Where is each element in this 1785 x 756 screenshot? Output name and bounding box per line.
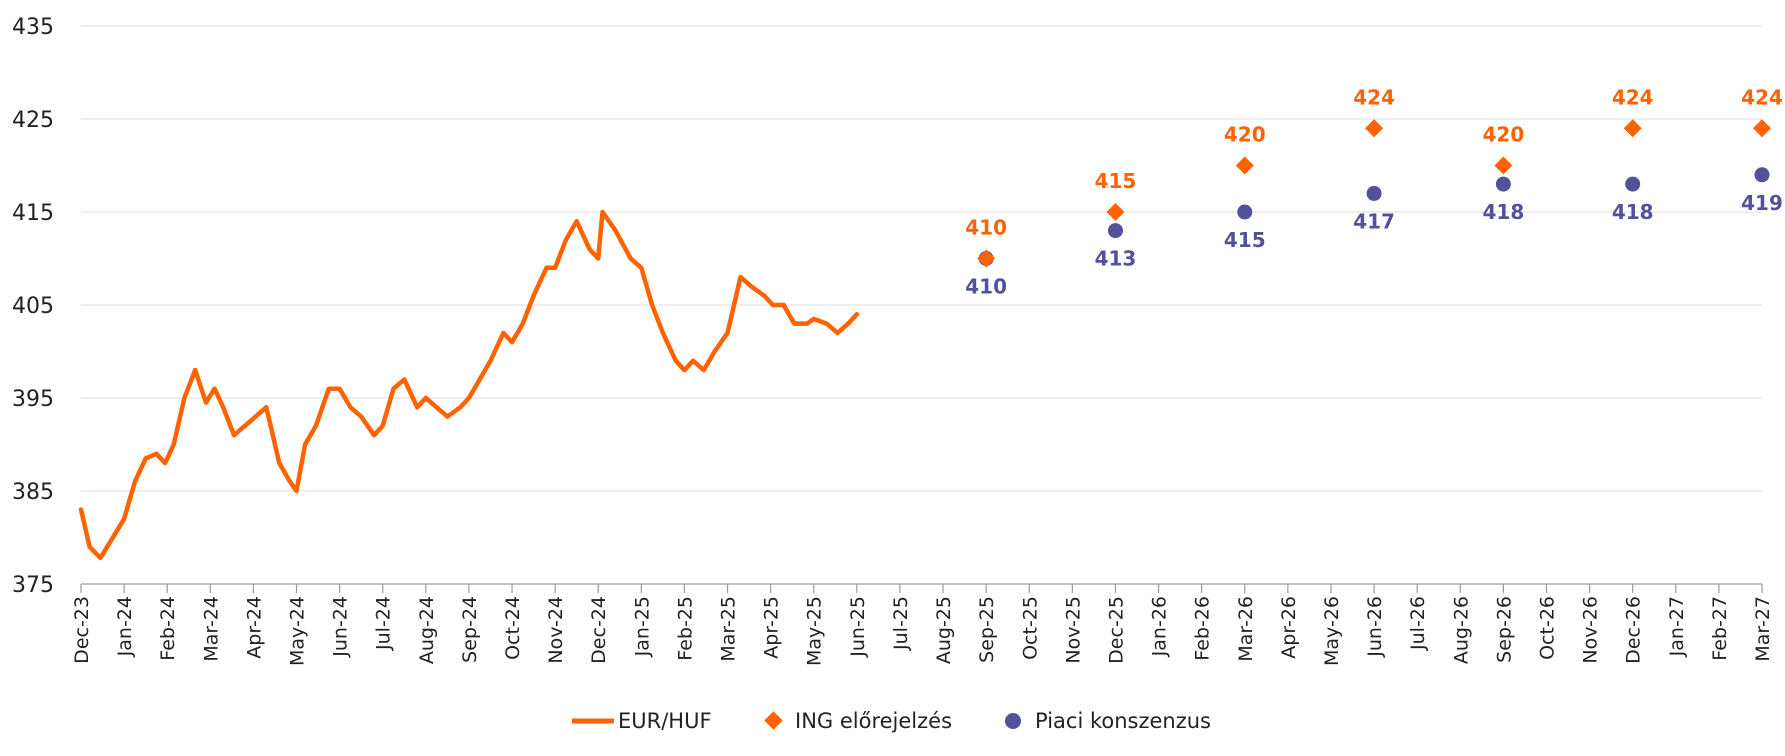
x-tick-label-Jul-25: Jul-25	[890, 596, 912, 651]
x-tick-label-Jul-26: Jul-26	[1407, 596, 1429, 651]
consensus-label-Mar-27: 419	[1741, 191, 1783, 215]
ing-label-Mar-26: 420	[1224, 123, 1266, 147]
x-tick-label-Dec-24: Dec-24	[588, 596, 610, 664]
x-tick-label-Dec-26: Dec-26	[1623, 596, 1645, 664]
y-tick-label-385: 385	[12, 480, 54, 505]
x-tick-label-Dec-23: Dec-23	[71, 596, 93, 664]
ing-label-Sep-26: 420	[1483, 123, 1525, 147]
x-tick-label-Jun-26: Jun-26	[1364, 596, 1386, 658]
ing-point-Sep-25	[977, 249, 996, 268]
y-tick-label-415: 415	[12, 201, 54, 226]
x-tick-label-Jul-24: Jul-24	[373, 596, 395, 651]
x-tick-label-Jan-26: Jan-26	[1149, 596, 1171, 657]
x-tick-label-May-26: May-26	[1321, 596, 1343, 666]
consensus-label-Mar-26: 415	[1224, 228, 1266, 252]
x-tick-label-Oct-26: Oct-26	[1536, 596, 1558, 660]
consensus-point-Dec-26	[1625, 176, 1641, 192]
x-tick-label-Jun-24: Jun-24	[330, 596, 352, 658]
consensus-point-Dec-25	[1107, 223, 1123, 239]
x-tick-label-Nov-25: Nov-25	[1062, 596, 1084, 664]
y-tick-label-375: 375	[12, 573, 54, 598]
series-layer	[78, 119, 1771, 561]
ing-label-Sep-25: 410	[965, 216, 1007, 240]
x-tick-label-Aug-26: Aug-26	[1450, 596, 1472, 664]
legend-swatch-consensus	[1005, 713, 1021, 729]
x-tick-label-Nov-24: Nov-24	[545, 596, 567, 664]
x-tick-label-Mar-25: Mar-25	[718, 596, 740, 662]
consensus-label-Jun-26: 417	[1353, 209, 1395, 233]
legend-label-ing: ING előrejelzés	[795, 709, 952, 733]
consensus-label-Dec-26: 418	[1612, 200, 1654, 224]
x-tick-label-Jan-27: Jan-27	[1666, 596, 1688, 657]
eurhuf-line	[78, 209, 860, 561]
x-tick-label-Oct-25: Oct-25	[1019, 596, 1041, 660]
y-tick-label-425: 425	[12, 108, 54, 133]
y-axis: 375 385 395 405 415 425 435	[12, 15, 54, 598]
consensus-point-Jun-26	[1366, 185, 1382, 201]
consensus-label-Dec-25: 413	[1095, 247, 1137, 271]
ing-point-Mar-26	[1235, 156, 1254, 175]
legend-swatch-ing	[764, 711, 783, 730]
x-tick-label-Mar-24: Mar-24	[200, 596, 222, 662]
x-tick-label-Apr-26: Apr-26	[1278, 596, 1300, 659]
consensus-label-Sep-26: 418	[1483, 200, 1525, 224]
x-tick-label-Feb-26: Feb-26	[1192, 596, 1214, 661]
ing-label-Dec-26: 424	[1612, 85, 1654, 109]
consensus-label-Sep-25: 410	[965, 275, 1007, 299]
x-tick-label-Mar-27: Mar-27	[1752, 596, 1774, 662]
x-tick-label-Feb-24: Feb-24	[157, 596, 179, 661]
x-tick-label-Aug-24: Aug-24	[416, 596, 438, 664]
data-labels: 410 413 415 417 418 418 419 410 415 420 424 420 424 4…	[965, 85, 1783, 298]
legend: EUR/HUF ING előrejelzés Piaci konszenzus	[572, 709, 1211, 733]
ing-point-Mar-27	[1753, 119, 1771, 138]
x-tick-label-Apr-24: Apr-24	[243, 596, 265, 659]
x-tick-label-Aug-25: Aug-25	[933, 596, 955, 664]
ing-label-Mar-27: 424	[1741, 85, 1783, 109]
ing-label-Jun-26: 424	[1353, 85, 1395, 109]
ing-point-Jun-26	[1365, 119, 1384, 138]
x-tick-label-Jan-25: Jan-25	[631, 596, 653, 657]
y-tick-label-395: 395	[12, 387, 54, 412]
y-tick-label-405: 405	[12, 294, 54, 319]
x-tick-label-Feb-25: Feb-25	[674, 596, 696, 661]
x-tick-label-Jun-25: Jun-25	[847, 596, 869, 658]
x-axis: Dec-23 Jan-24 Feb-24 Mar-24 Apr-24 May-24 Jun-…	[71, 583, 1774, 666]
x-tick-label-May-25: May-25	[804, 596, 826, 666]
ing-label-Dec-25: 415	[1095, 169, 1137, 193]
x-tick-label-Sep-26: Sep-26	[1493, 596, 1515, 663]
consensus-point-Sep-26	[1495, 176, 1511, 192]
y-tick-label-435: 435	[12, 15, 54, 40]
consensus-point-Mar-27	[1754, 167, 1770, 183]
ing-point-Sep-26	[1494, 156, 1513, 175]
x-tick-label-Mar-26: Mar-26	[1235, 596, 1257, 662]
gridlines	[81, 25, 1762, 492]
x-tick-label-Oct-24: Oct-24	[502, 596, 524, 660]
legend-label-consensus: Piaci konszenzus	[1035, 709, 1211, 733]
consensus-point-Mar-26	[1237, 204, 1253, 220]
ing-point-Dec-26	[1623, 119, 1642, 138]
x-tick-label-Nov-26: Nov-26	[1580, 596, 1602, 664]
x-tick-label-Jan-24: Jan-24	[114, 596, 136, 657]
x-tick-label-Apr-25: Apr-25	[761, 596, 783, 659]
x-tick-label-Sep-24: Sep-24	[459, 596, 481, 663]
x-tick-label-Dec-25: Dec-25	[1105, 596, 1127, 664]
legend-label-eurhuf: EUR/HUF	[618, 709, 712, 733]
x-tick-label-Sep-25: Sep-25	[976, 596, 998, 663]
x-tick-label-May-24: May-24	[287, 596, 309, 666]
ing-point-Dec-25	[1106, 203, 1125, 221]
x-tick-label-Feb-27: Feb-27	[1709, 596, 1731, 661]
